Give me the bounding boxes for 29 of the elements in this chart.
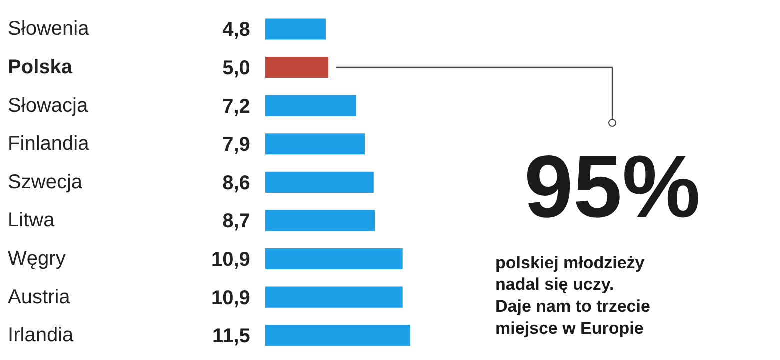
data-label: 7,9 — [222, 134, 250, 156]
y-tick-label: Polska — [8, 56, 74, 79]
data-label: 8,7 — [222, 210, 250, 233]
bar — [266, 248, 403, 270]
bar — [266, 56, 328, 78]
y-tick-label: Węgry — [8, 248, 66, 270]
annotation: 95% — [524, 137, 701, 236]
bar — [266, 95, 356, 116]
bar — [266, 18, 326, 40]
data-label: 5,0 — [222, 58, 250, 80]
y-tick-label: Irlandia — [8, 324, 75, 347]
bar — [266, 172, 374, 193]
data-label: 10,9 — [211, 249, 250, 272]
y-tick-label: Słowenia — [8, 18, 90, 40]
y-tick-label: Słowacja — [8, 94, 89, 117]
data-label: 4,8 — [222, 19, 250, 42]
data-label: 11,5 — [212, 326, 250, 348]
text: polskiej młodzieży nadal się uczy. Daje nam to trzecie miejsce w Europie — [496, 253, 650, 338]
bar — [266, 286, 403, 308]
bar — [266, 134, 366, 155]
data-label: 8,6 — [222, 172, 250, 194]
y-tick-label: Szwecja — [8, 171, 84, 194]
y-tick-label: Finlandia — [8, 133, 90, 156]
bar — [266, 210, 376, 232]
y-tick-label: Austria — [8, 286, 72, 308]
data-label: 7,2 — [222, 96, 250, 118]
data-label: 10,9 — [211, 287, 250, 310]
y-tick-label: Litwa — [8, 210, 56, 232]
bar — [266, 325, 410, 346]
